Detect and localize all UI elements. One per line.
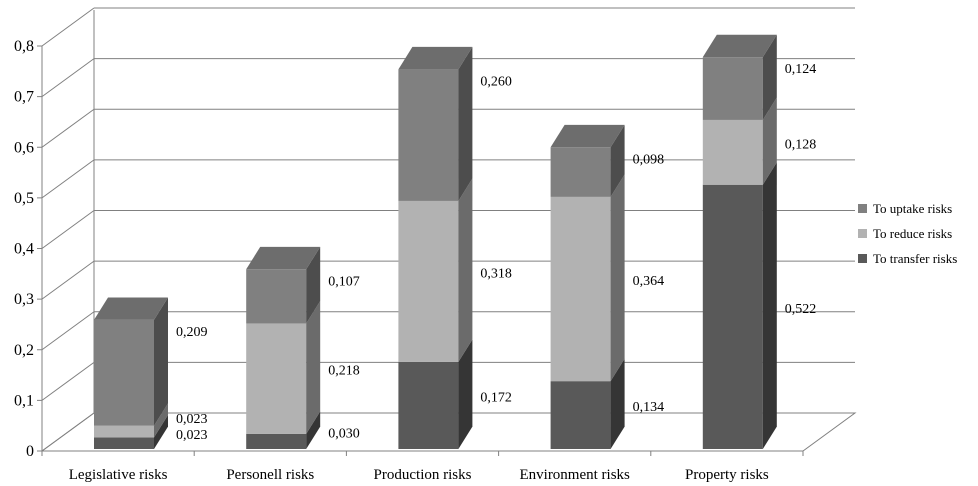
x-tick-label: Property risks xyxy=(685,467,769,483)
legend-swatch xyxy=(858,204,867,213)
x-tick-label: Legislative risks xyxy=(69,467,168,483)
data-label: 0,107 xyxy=(328,274,360,289)
bar-side xyxy=(762,162,777,449)
legend-label: To reduce risks xyxy=(873,226,952,241)
bar-side xyxy=(458,178,473,362)
data-label: 0,023 xyxy=(176,428,208,443)
y-tick-label: 0,7 xyxy=(14,89,34,106)
gridline-side xyxy=(41,159,95,199)
bar-front xyxy=(246,269,307,324)
bar-side xyxy=(306,411,321,449)
bar-front xyxy=(702,57,763,120)
axis-layer: 0 0,1 0,2 0,3 0,4 0,5 0,6 0,7 0,8 Legislative ris… xyxy=(14,38,804,483)
bar-side xyxy=(610,358,625,449)
bar-segment xyxy=(246,246,321,324)
bar-side xyxy=(306,301,321,434)
bar-front xyxy=(94,319,154,426)
bar-side xyxy=(610,174,625,382)
bar-side xyxy=(154,403,168,438)
x-tick-label: Personell risks xyxy=(226,467,314,483)
bar-side xyxy=(762,97,777,185)
bar-front xyxy=(398,361,459,449)
bar-front xyxy=(246,433,307,449)
bar-top xyxy=(398,46,473,70)
y-tick-label: 0 xyxy=(26,443,34,460)
data-label: 0,023 xyxy=(176,412,208,427)
bar-segment xyxy=(246,301,321,434)
bar-front xyxy=(550,381,611,449)
data-label: 0,364 xyxy=(633,274,665,289)
bar-segment xyxy=(550,124,625,197)
bar-segment xyxy=(94,297,168,426)
legend-label: To transfer risks xyxy=(873,251,957,266)
bar-front xyxy=(94,425,154,438)
data-label: 0,098 xyxy=(633,152,665,167)
bar-segment xyxy=(246,411,321,449)
bar-front xyxy=(246,323,307,434)
bar-top xyxy=(246,246,321,270)
y-tick-label: 0,2 xyxy=(14,342,34,359)
legend-label: To uptake risks xyxy=(873,201,952,216)
bar-top xyxy=(550,124,625,148)
data-label: 0,128 xyxy=(785,137,817,152)
bar-segment xyxy=(94,403,168,438)
bar-top xyxy=(94,297,168,320)
data-label: 0,124 xyxy=(785,62,817,77)
bar-front xyxy=(398,200,459,362)
data-label: 0,134 xyxy=(633,400,665,415)
bar-front xyxy=(702,184,763,450)
legend-swatch xyxy=(858,254,867,263)
bar-side xyxy=(154,414,168,449)
gridline-side xyxy=(41,412,95,452)
data-label: 0,318 xyxy=(480,266,512,281)
bar-front xyxy=(702,119,763,185)
data-label: 0,172 xyxy=(480,390,512,405)
bar-side xyxy=(306,246,321,324)
data-label: 0,030 xyxy=(328,426,360,441)
y-tick-label: 0,3 xyxy=(14,291,34,308)
bar-front xyxy=(398,69,459,201)
y-tick-label: 0,5 xyxy=(14,190,34,207)
bar-segment xyxy=(550,358,625,449)
gridline-side xyxy=(41,58,95,98)
bar-segment xyxy=(398,46,473,201)
data-label: 0,218 xyxy=(328,364,360,379)
gridline-side xyxy=(41,311,95,351)
data-label: 0,209 xyxy=(176,325,208,340)
legend: To uptake risks To reduce risks To transfe… xyxy=(858,201,957,266)
bar-segment xyxy=(550,174,625,382)
bar-side xyxy=(762,34,777,120)
bar-segment xyxy=(398,339,473,449)
data-label: 0,260 xyxy=(480,74,512,89)
bar-segment xyxy=(702,97,777,185)
y-tick-label: 0,8 xyxy=(14,38,34,55)
gridline-side xyxy=(41,108,95,148)
bar-side xyxy=(610,124,625,197)
y-tick-label: 0,4 xyxy=(14,241,34,258)
bars-layer xyxy=(94,34,777,450)
bar-front xyxy=(550,196,611,382)
bar-top xyxy=(702,34,777,58)
bar-segment xyxy=(398,178,473,362)
bar-segment xyxy=(94,414,168,449)
bar-front xyxy=(550,147,611,197)
y-tick-label: 0,6 xyxy=(14,139,34,156)
bar-front xyxy=(94,437,154,449)
gridline-side xyxy=(41,361,95,401)
bar-side xyxy=(458,339,473,449)
x-tick-label: Environment risks xyxy=(519,467,630,483)
bar-segment xyxy=(702,162,777,450)
gridline-side xyxy=(41,7,95,47)
data-label: 0,522 xyxy=(785,302,817,317)
legend-swatch xyxy=(858,229,867,238)
gridline-side xyxy=(41,260,95,300)
bar-side xyxy=(154,297,168,426)
y-tick-label: 0,1 xyxy=(14,392,34,409)
gridline-side xyxy=(41,210,95,249)
x-tick-label: Production risks xyxy=(374,467,472,483)
bar-segment xyxy=(702,34,777,120)
bar-side xyxy=(458,46,473,201)
